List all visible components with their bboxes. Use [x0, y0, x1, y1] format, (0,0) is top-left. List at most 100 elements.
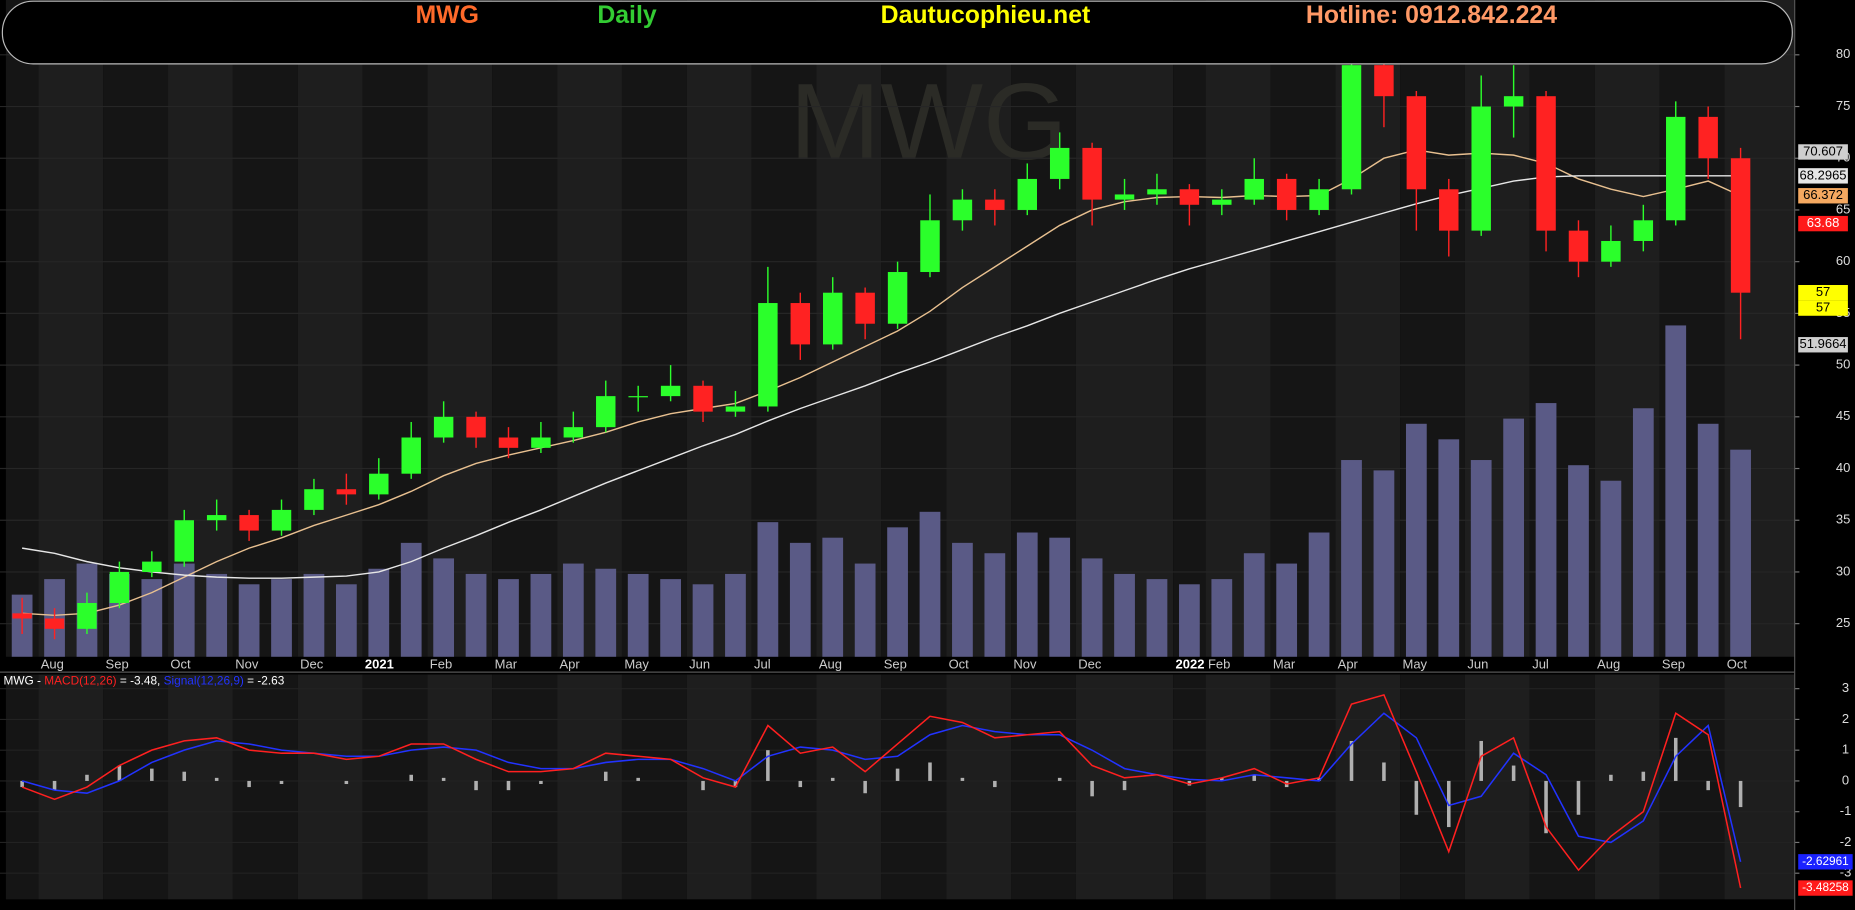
month-band: [1335, 674, 1401, 900]
macd-histogram-bar: [214, 777, 219, 781]
macd-y-tick-label: 1: [1842, 742, 1849, 757]
month-band: [492, 674, 558, 900]
candle-body: [336, 489, 357, 495]
candle-body: [1633, 220, 1654, 241]
month-band: [1173, 0, 1206, 657]
volume-bar: [627, 573, 649, 657]
month-band: [1529, 674, 1595, 900]
month-band: [1724, 674, 1795, 900]
volume-bar: [271, 579, 292, 657]
candle-body: [887, 272, 908, 324]
month-band: [168, 674, 233, 900]
plot: Aug Sep Oct Nov Dec 2021 Feb Mar Apr May Jun Jul Aug…: [0, 44, 1853, 896]
x-tick-label: Aug: [41, 656, 64, 671]
month-band: [816, 674, 882, 900]
macd-histogram-bar: [1317, 777, 1321, 781]
candle-body: [563, 427, 584, 438]
macd-legend-part: = -2.63: [247, 674, 285, 688]
x-tick-label: Apr: [559, 656, 580, 671]
macd-histogram-bar: [279, 780, 284, 785]
candle-body: [1374, 65, 1394, 97]
volume-bar: [919, 511, 941, 657]
volume-bar: [303, 573, 325, 657]
macd-histogram-bar: [247, 780, 251, 788]
x-tick-label: Jun: [689, 656, 710, 671]
month-band: [232, 0, 298, 657]
x-tick-label: Mar: [495, 656, 518, 671]
x-tick-label: Nov: [1013, 656, 1037, 671]
month-band: [38, 674, 104, 900]
x-tick-label: Mar: [1273, 656, 1296, 671]
month-band: [297, 674, 363, 900]
candle-body: [628, 396, 648, 398]
x-tick-label: Dec: [1078, 656, 1102, 671]
macd-legend-part: MACD(12,26): [44, 674, 116, 688]
moving-average-line: [22, 149, 1741, 617]
macd-histogram-bar: [1479, 740, 1483, 781]
candle-body: [1536, 96, 1556, 231]
volume-bar: [1730, 449, 1751, 657]
value-label-box: [1798, 285, 1848, 301]
candle-body: [1568, 230, 1589, 262]
value-label: 57: [1816, 300, 1830, 315]
month-band: [1075, 0, 1174, 657]
volume-bar: [692, 584, 714, 657]
macd-value-label-box: [1798, 880, 1853, 896]
volume-bar: [757, 522, 779, 657]
volume-bar: [141, 579, 163, 657]
header-text: Daily: [597, 2, 657, 29]
month-band: [1594, 674, 1660, 900]
value-label: 57: [1816, 284, 1830, 299]
candle-body: [596, 396, 616, 428]
volume-bar: [822, 537, 844, 657]
volume-bar: [1600, 480, 1622, 657]
volume-bar: [1373, 470, 1395, 657]
volume-bar: [173, 563, 195, 657]
volume-bar: [725, 573, 746, 657]
macd-histogram-bar: [1641, 771, 1646, 781]
volume-bar: [1405, 423, 1427, 657]
y-tick-label: 75: [1836, 98, 1850, 113]
month-band: [1205, 674, 1271, 900]
candle-body: [271, 509, 292, 531]
month-band: [881, 674, 947, 900]
macd-histogram-bar: [1057, 777, 1062, 781]
month-band: [1270, 674, 1336, 900]
x-tick-label: Feb: [1208, 656, 1230, 671]
volume-bar: [952, 542, 973, 657]
macd-histogram-bar: [1706, 780, 1710, 791]
macd-histogram-bar: [1673, 737, 1678, 781]
macd-y-tick-label: 0: [1842, 772, 1849, 787]
macd-y-tick-label: 3: [1842, 680, 1849, 695]
value-label-box: [1798, 300, 1848, 316]
macd-histogram-bar: [960, 777, 965, 781]
candle-body: [369, 473, 389, 495]
volume-bar: [660, 579, 681, 657]
macd-histogram-bar: [506, 780, 511, 791]
candle-body: [466, 416, 486, 438]
macd-histogram-bar: [52, 780, 57, 791]
macd-histogram-bar: [20, 780, 24, 788]
macd-histogram-bar: [539, 780, 543, 785]
volume-bar: [1243, 553, 1265, 657]
candle-body: [1503, 96, 1524, 107]
volume-bar: [465, 573, 487, 657]
y-tick-label: 30: [1836, 563, 1850, 578]
candle-body: [985, 199, 1005, 210]
macd-histogram-bar: [928, 762, 932, 781]
value-label-box: [1798, 168, 1848, 184]
month-band: [297, 0, 363, 657]
x-tick-label: Oct: [949, 656, 970, 671]
macd-histogram-bar: [1544, 780, 1548, 834]
macd-y-tick-label: -3: [1840, 865, 1852, 880]
volume-bar: [335, 584, 357, 657]
volume-bar: [562, 563, 584, 657]
volume-bar: [1470, 460, 1492, 657]
macd-histogram-bar: [1349, 740, 1354, 781]
candle-body: [1601, 240, 1621, 262]
value-label-box: [1798, 215, 1848, 232]
month-band: [427, 0, 493, 657]
macd-histogram-bar: [798, 780, 803, 788]
month-band: [427, 674, 493, 900]
